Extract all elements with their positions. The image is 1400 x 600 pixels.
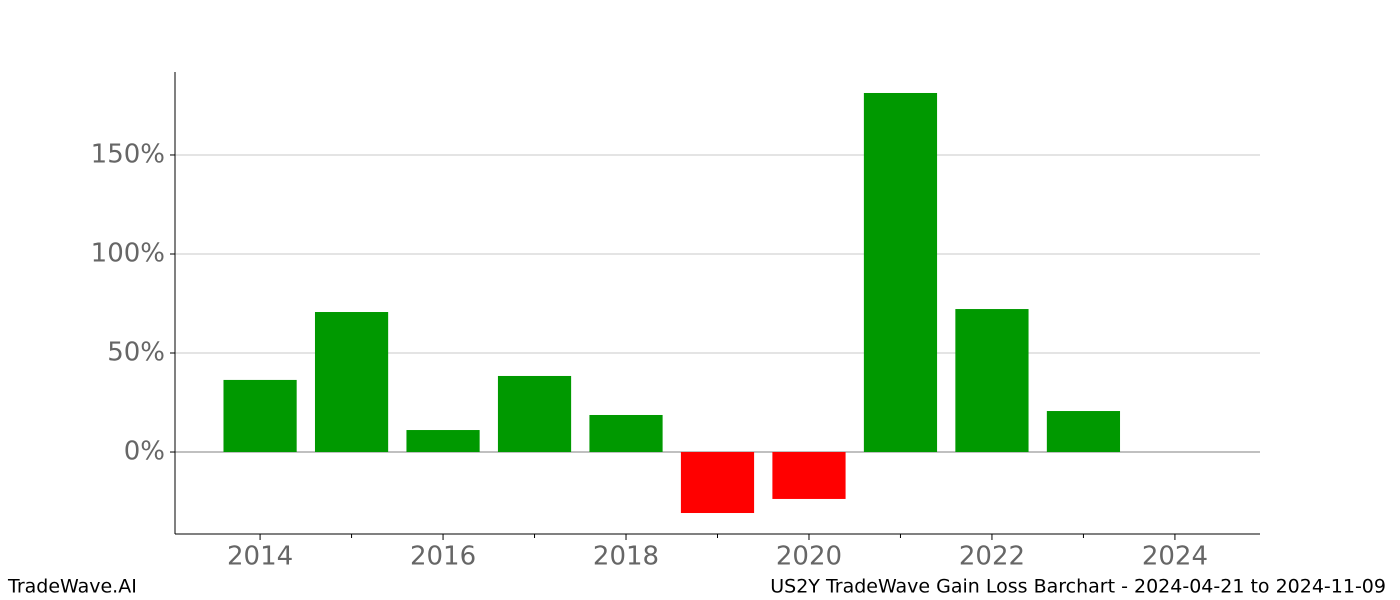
x-tick-label: 2016 (410, 542, 476, 572)
y-tick-label: 50% (107, 338, 165, 368)
bar (863, 92, 938, 453)
bar (406, 430, 480, 453)
bar (314, 312, 389, 453)
bar (497, 375, 572, 453)
x-tick-label: 2024 (1142, 542, 1208, 572)
x-tick-label: 2018 (593, 542, 659, 572)
x-tick-label: 2022 (959, 542, 1025, 572)
brand: TradeWave.AI (7, 576, 137, 598)
x-tick-label: 2020 (776, 542, 842, 572)
y-tick-label: 0% (124, 437, 165, 467)
x-tick-label: 2014 (227, 542, 293, 572)
y-tick-label: 150% (91, 139, 165, 169)
bar (589, 414, 663, 453)
chart-title: US2Y TradeWave Gain Loss Barchart - 2024… (770, 576, 1386, 598)
bar (223, 379, 297, 453)
bar (955, 309, 1029, 453)
bar (772, 452, 846, 499)
bar (680, 452, 755, 514)
bar (1046, 411, 1121, 453)
y-tick-label: 100% (91, 238, 165, 268)
